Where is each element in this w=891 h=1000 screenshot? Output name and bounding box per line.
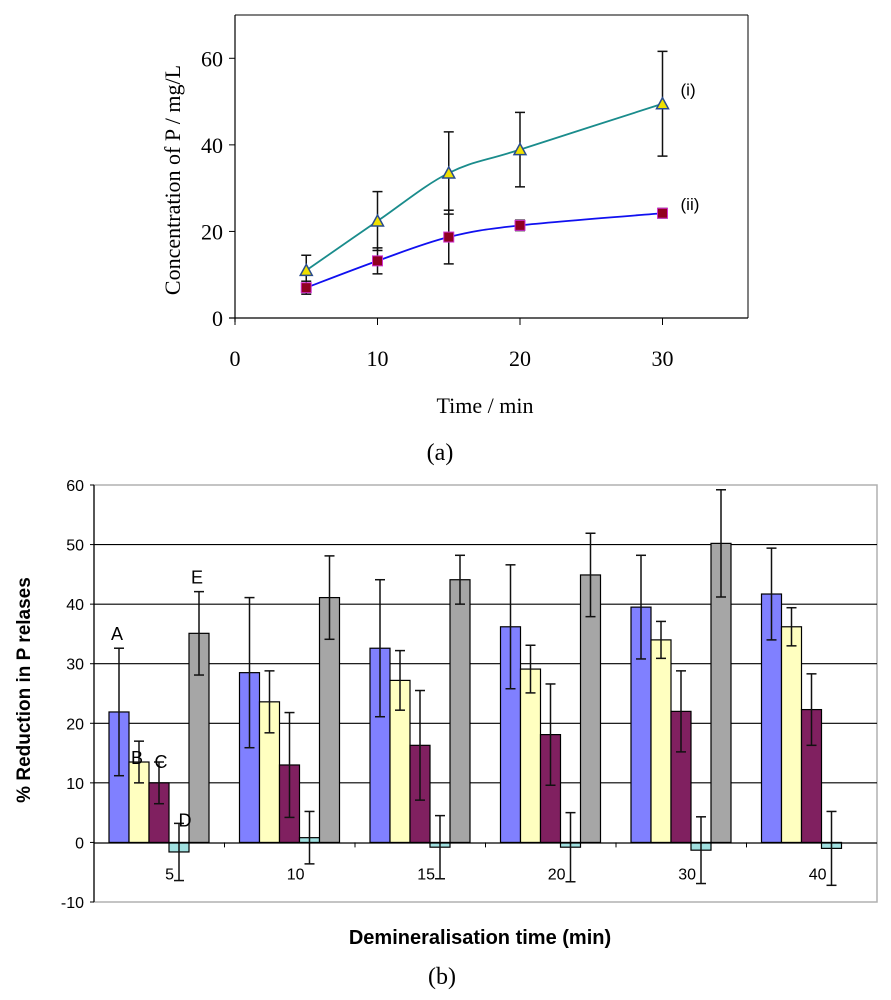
chart-b-y-tick-label: -10	[61, 895, 84, 912]
chart-b-x-tick-label: 15	[417, 866, 435, 883]
chart-a-y-tick-label: 40	[201, 133, 223, 158]
chart-b-annotation: A	[111, 624, 123, 644]
chart-a-x-tick-label: 30	[652, 346, 674, 371]
chart-b-y-tick-label: 30	[66, 657, 84, 674]
chart-b-annotation: C	[155, 752, 168, 772]
chart-a-x-label: Time / min	[437, 393, 534, 418]
chart-a-x-tick-label: 20	[509, 346, 531, 371]
chart-a-y-label: Concentration of P / mg/L	[160, 65, 185, 295]
chart-a-point	[657, 207, 668, 219]
chart-b-y-tick-label: 40	[66, 597, 84, 614]
chart-a-x-tick-label: 10	[367, 346, 389, 371]
chart-a-point	[298, 262, 314, 277]
chart-a-series-label: (ii)	[681, 195, 700, 214]
chart-a-point	[441, 165, 457, 179]
chart-b-x-tick-label: 40	[809, 866, 827, 883]
chart-b-x-tick-label: 30	[678, 866, 696, 883]
chart-a-point	[370, 213, 385, 227]
chart-a-point	[514, 219, 526, 231]
chart-b-x-label: Demineralisation time (min)	[349, 927, 611, 949]
chart-b-bar-b	[519, 668, 542, 844]
chart-b-panel-label: (b)	[428, 964, 456, 990]
chart-b-y-tick-label: 10	[66, 776, 84, 793]
chart-b-y-label: % Reduction in P relases	[14, 577, 35, 803]
chart-a-x-tick-label: 0	[230, 346, 241, 371]
chart-b-y-tick-label: 60	[66, 478, 84, 495]
chart-a-series-1: (i)	[298, 50, 696, 287]
chart-a-point	[512, 142, 528, 156]
chart-a-panel-label: (a)	[427, 440, 454, 466]
chart-b-group-20	[499, 574, 602, 848]
chart-a: 0 20 40 60 0 10 20 30 (i) (ii) Concentration of…	[160, 14, 749, 466]
chart-b-group-10	[238, 596, 341, 844]
chart-a-y-tick-label: 20	[201, 219, 223, 244]
chart-b-bar-e	[449, 579, 471, 844]
chart-a-y-tick-label: 0	[212, 306, 223, 331]
chart-b-x-tick-label: 5	[165, 866, 174, 883]
chart-a-series-2: (ii)	[300, 195, 700, 295]
chart-b-group-40	[760, 593, 843, 849]
chart-b-annotation: E	[191, 568, 203, 588]
chart-b-annotation: B	[131, 748, 143, 768]
chart-b-plot-area	[93, 484, 878, 903]
chart-b-annotation: D	[179, 811, 192, 831]
chart-b-bar-b	[650, 639, 672, 844]
chart-a-point	[300, 282, 312, 294]
chart-b-y-tick-label: 0	[75, 835, 84, 852]
chart-a-series-label: (i)	[681, 81, 696, 100]
chart-a-y-tick-label: 60	[201, 46, 223, 71]
chart-a-point	[372, 255, 383, 267]
chart-a-point	[655, 96, 670, 110]
chart-b-x-tick-label: 10	[287, 866, 305, 883]
chart-a-plot-area	[235, 15, 748, 318]
chart-b-error-bars	[114, 489, 837, 887]
chart-b-bar-b	[780, 626, 803, 844]
chart-b-y-tick-label: 50	[66, 538, 84, 555]
chart-a-point	[443, 231, 455, 243]
chart-b-y-tick-label: 20	[66, 716, 84, 733]
chart-b-x-tick-label: 20	[548, 866, 566, 883]
chart-b: -10 0 10 20 30 40 50 60 5 10 15 20 30 40 A B C D E % Red…	[14, 478, 878, 990]
